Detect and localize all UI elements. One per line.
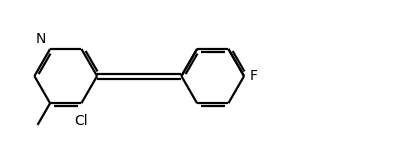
Text: N: N: [36, 32, 46, 46]
Text: Cl: Cl: [75, 114, 88, 128]
Text: F: F: [250, 69, 258, 83]
